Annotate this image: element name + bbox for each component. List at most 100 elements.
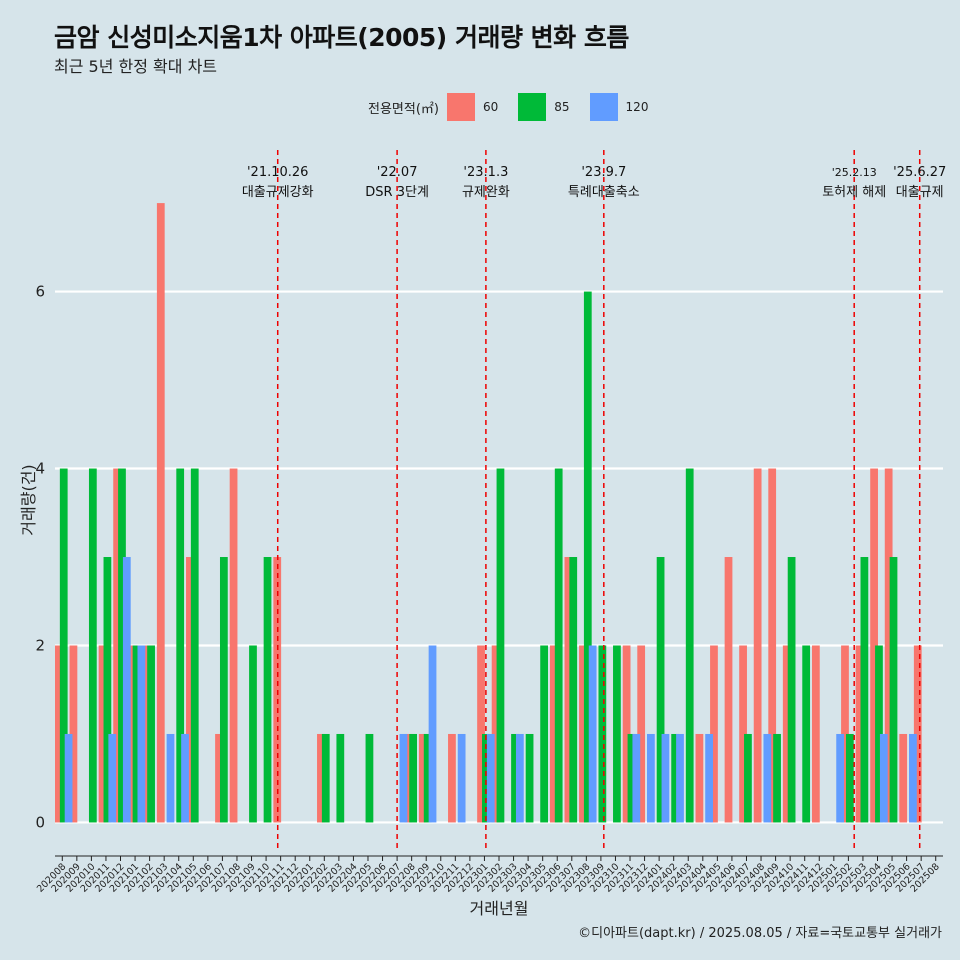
y-tick-label: 4	[35, 460, 45, 478]
bar-60-202507	[913, 645, 922, 823]
bar-85-202409	[773, 733, 781, 823]
y-tick-label: 0	[35, 813, 45, 831]
x-axis-title: 거래년월	[470, 899, 529, 918]
bar-60-202103	[156, 203, 165, 823]
bar-85-202307	[569, 557, 578, 823]
bar-120-202401	[661, 733, 670, 823]
bar-85-202306	[554, 468, 563, 823]
bar-85-202305	[540, 645, 549, 823]
bar-60-202307	[564, 557, 573, 823]
legend-swatch-60	[446, 93, 475, 121]
bar-60-202009	[69, 645, 78, 823]
chart-subtitle: 최근 5년 한정 확대 차트	[54, 57, 218, 76]
bar-60-202506	[899, 733, 908, 823]
bar-85-202205	[365, 733, 374, 823]
bar-60-202111	[273, 557, 282, 823]
bar-85-202202	[321, 733, 330, 823]
bar-60-202408	[753, 468, 762, 823]
bar-120-202506	[909, 733, 917, 823]
bar-85-202010	[88, 468, 97, 823]
bar-60-202208	[404, 733, 413, 823]
bar-60-202312	[637, 645, 646, 823]
bar-85-202401	[656, 557, 665, 823]
bar-120-202008	[64, 733, 73, 823]
bar-60-202102	[142, 645, 151, 823]
bar-120-202501	[836, 733, 845, 823]
bar-85-202503	[860, 557, 869, 823]
event-date-label: '22.07	[377, 165, 418, 180]
y-axis-title: 거래량(건)	[19, 464, 38, 535]
event-name-label: 특례대출축소	[568, 185, 640, 200]
legend-title: 전용면적(㎡)	[368, 101, 439, 117]
bar-85-202203	[336, 733, 345, 823]
bar-85-202209	[423, 733, 432, 823]
bar-60-202410	[782, 645, 791, 823]
bar-85-202505	[889, 557, 898, 823]
bar-60-202311	[622, 645, 631, 823]
bar-60-202407	[739, 645, 747, 823]
bar-85-202105	[190, 468, 199, 823]
bar-85-202308	[583, 291, 592, 823]
legend-swatch-120	[589, 93, 618, 121]
bar-120-202312	[647, 733, 655, 823]
bar-85-202411	[802, 645, 811, 823]
event-name-label: 대출규제강화	[242, 185, 314, 200]
bar-60-202505	[884, 468, 893, 823]
event-date-label: '23.1.3	[463, 165, 508, 180]
event-name-label: 규제완화	[462, 185, 510, 200]
bar-120-202101	[137, 645, 146, 823]
bar-85-202407	[744, 733, 752, 823]
source-caption: ©디아파트(dapt.kr) / 2025.08.05 / 자료=국토교통부 실…	[578, 926, 942, 941]
bar-120-202207	[399, 733, 408, 823]
bar-85-202311	[627, 733, 636, 823]
bar-60-202412	[811, 645, 820, 823]
bar-85-202403	[685, 468, 694, 823]
bar-85-202309	[598, 645, 607, 823]
bar-60-202012	[113, 468, 121, 823]
bar-120-202103	[166, 733, 175, 823]
bar-60-202502	[841, 645, 849, 823]
bar-60-202209	[418, 733, 427, 823]
y-tick-label: 2	[35, 636, 45, 654]
bar-85-202502	[845, 733, 854, 823]
bar-120-202209	[428, 645, 437, 823]
bar-60-202107	[215, 733, 223, 823]
bar-120-202104	[181, 733, 189, 823]
bar-85-202104	[176, 468, 185, 823]
bar-120-202301	[486, 733, 495, 823]
bar-85-202012	[118, 468, 126, 823]
bar-85-202109	[249, 645, 257, 823]
bar-85-202107	[219, 557, 228, 823]
event-date-label: '21.10.26	[247, 165, 308, 180]
bar-120-202303	[515, 733, 524, 823]
legend: 전용면적(㎡) 60 85 120	[368, 93, 668, 121]
bar-60-202202	[317, 733, 325, 823]
bar-85-202301	[482, 733, 490, 823]
bar-60-202302	[491, 645, 500, 823]
bar-120-202012	[122, 557, 131, 823]
legend-label-120: 120	[625, 100, 649, 114]
chart-title: 금암 신성미소지움1차 아파트(2005) 거래량 변화 흐름	[54, 23, 629, 52]
bar-60-202101	[127, 645, 136, 823]
bar-85-202101	[132, 645, 141, 823]
bar-85-202102	[147, 645, 155, 823]
bar-60-202503	[855, 645, 864, 823]
bar-120-202311	[632, 733, 641, 823]
bar-120-202504	[879, 733, 888, 823]
event-name-label: DSR 3단계	[365, 185, 429, 200]
bar-60-202008	[55, 645, 63, 823]
bar-85-202304	[525, 733, 534, 823]
event-date-label: '23.9.7	[581, 165, 626, 180]
bar-120-202211	[457, 733, 466, 823]
bar-60-202504	[870, 468, 878, 823]
event-date-label: '25.6.27	[893, 165, 946, 180]
bar-120-202011	[108, 733, 117, 823]
bar-120-202404	[705, 733, 713, 823]
bar-60-202011	[98, 645, 107, 823]
bar-85-202011	[103, 557, 112, 823]
bar-85-202504	[875, 645, 883, 823]
bar-60-202405	[710, 645, 718, 823]
bar-60-202306	[549, 645, 558, 823]
legend-label-85: 85	[554, 100, 570, 114]
